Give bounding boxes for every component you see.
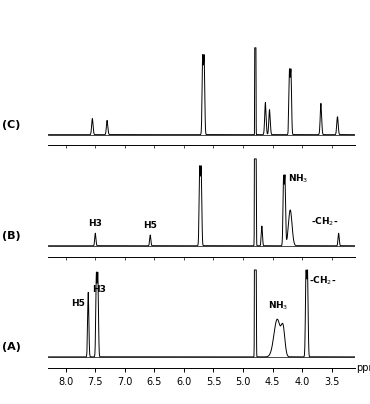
Text: -CH$_2$-: -CH$_2$-: [311, 215, 339, 228]
Text: -CH$_2$-: -CH$_2$-: [309, 274, 336, 287]
Text: H3: H3: [88, 219, 102, 228]
Text: H5: H5: [143, 221, 157, 229]
Text: H5: H5: [71, 299, 85, 307]
Text: NH$_3$: NH$_3$: [268, 300, 288, 312]
Text: (B): (B): [2, 231, 20, 241]
Text: (C): (C): [2, 120, 20, 130]
Text: H3: H3: [92, 285, 106, 294]
Text: ppm: ppm: [356, 363, 370, 373]
Text: NH$_3$: NH$_3$: [288, 173, 308, 185]
Text: (A): (A): [1, 342, 20, 352]
